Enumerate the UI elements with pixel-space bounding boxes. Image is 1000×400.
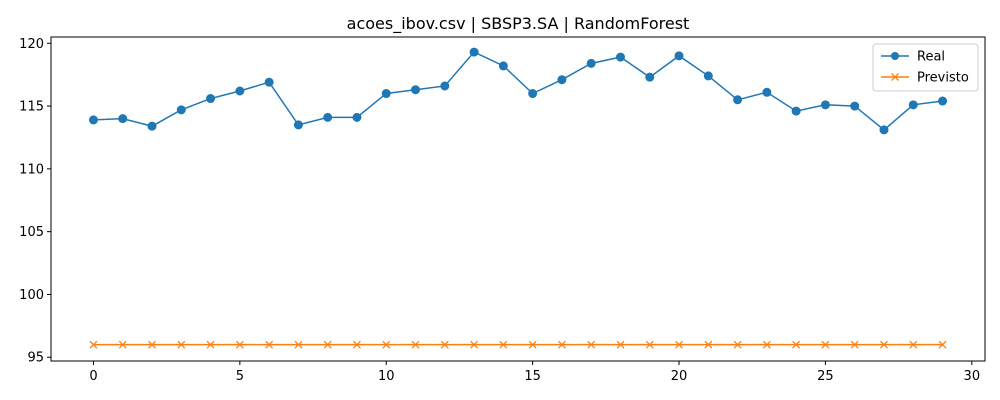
data-point [938,340,947,349]
data-point [118,114,128,124]
data-point [470,340,479,349]
series-layer [88,47,948,349]
data-point [293,120,303,130]
x-tick-label: 25 [817,369,834,384]
x-tick-label: 0 [89,369,97,384]
series-previsto [89,340,947,349]
data-point [411,85,421,95]
data-point [557,75,567,85]
axes: 0 5 10 15 20 25 30 95 100 105 110 115 120 [19,37,980,384]
data-point [675,340,683,349]
legend-label: Real [917,50,945,65]
y-tick-label: 115 [19,100,44,115]
data-point [498,61,508,71]
y-tick-label: 95 [27,351,44,366]
data-point [909,340,918,349]
data-point [118,340,127,349]
data-point [235,340,244,349]
data-point [938,96,948,106]
data-point [528,89,538,99]
data-point [176,105,186,115]
legend-marker [891,73,899,81]
x-tick-label: 10 [378,369,395,384]
data-point [206,340,215,349]
data-point [733,95,743,105]
data-point [381,89,391,99]
data-point [353,340,361,349]
series-real [88,47,948,135]
data-point [323,340,332,349]
data-point [528,340,537,349]
legend-label: Previsto [917,71,969,86]
data-point [703,71,713,81]
x-tick-label: 20 [671,369,688,384]
data-point [762,340,771,349]
data-point [265,340,274,349]
data-point [148,340,156,349]
y-tick-label: 120 [19,37,44,52]
plot-frame [50,36,986,362]
data-point [88,115,98,125]
x-tick-label: 5 [236,369,244,384]
data-point [323,112,333,122]
x-tick-label: 30 [964,369,981,384]
data-point [411,340,420,349]
legend-entry: Previsto [881,71,969,86]
data-point [89,340,98,349]
data-point [879,125,889,135]
y-tick-label: 110 [19,162,44,177]
legend: Real Previsto [872,43,979,92]
data-point [704,340,713,349]
chart-title: acoes_ibov.csv | SBSP3.SA | RandomForest [347,14,690,34]
data-point [586,58,596,68]
data-point [177,340,186,349]
y-tick-label: 100 [19,288,44,303]
data-point [557,340,566,349]
data-point [352,112,362,122]
data-point [440,81,450,91]
data-point [850,101,860,111]
data-point [615,52,625,62]
data-point [264,77,274,87]
data-point [674,51,684,61]
data-point [147,121,157,131]
data-point [235,86,245,96]
x-tick-label: 15 [524,369,541,384]
data-point [733,340,742,349]
data-point [792,340,801,349]
legend-entry: Real [881,50,945,65]
data-point [645,72,655,82]
legend-marker [891,52,899,60]
data-point [499,340,508,349]
y-tick-label: 105 [19,225,44,240]
data-point [294,340,303,349]
data-point [908,100,918,110]
plot-area [51,37,985,361]
data-point [587,340,596,349]
data-point [440,340,449,349]
data-point [791,106,801,116]
data-point [645,340,654,349]
data-point [820,100,830,110]
data-point [382,340,391,349]
data-point [821,340,830,349]
data-point [762,87,772,97]
data-point [616,340,625,349]
data-point [206,94,216,104]
data-point [850,340,859,349]
data-point [469,47,479,57]
data-point [880,340,888,349]
series-line-real [93,51,943,131]
